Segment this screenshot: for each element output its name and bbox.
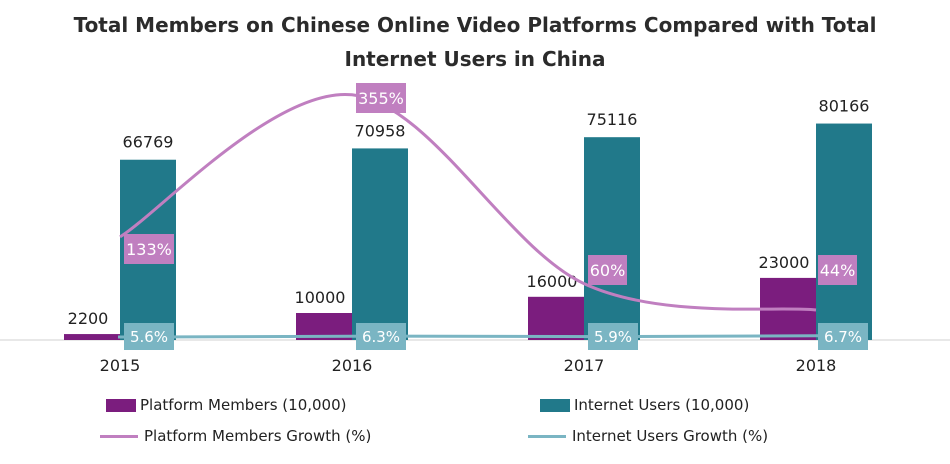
data-label-platform-members: 16000 xyxy=(527,272,578,291)
bar-internet-users xyxy=(584,137,640,340)
legend-item-internet-users: Internet Users (10,000) xyxy=(540,396,749,414)
growth-label-internet-users: 6.3% xyxy=(362,328,400,346)
data-label-platform-members: 10000 xyxy=(295,288,346,307)
growth-label-box-internet-users xyxy=(818,323,868,350)
legend-label-platform-growth: Platform Members Growth (%) xyxy=(144,427,372,445)
growth-label-box-internet-users xyxy=(124,323,174,350)
bar-platform-members xyxy=(528,296,584,340)
chart-title: Total Members on Chinese Online Video Pl… xyxy=(0,8,950,76)
chart-title-line-1: Total Members on Chinese Online Video Pl… xyxy=(73,13,877,37)
growth-label-internet-users: 6.7% xyxy=(824,328,862,346)
chart-title-line-2: Internet Users in China xyxy=(344,47,606,71)
legend-swatch-platform-members xyxy=(106,398,136,412)
growth-label-box-internet-users xyxy=(588,323,638,350)
x-tick-label: 2018 xyxy=(796,356,837,375)
growth-label-platform-members: 44% xyxy=(820,261,856,280)
line-platform-members-growth xyxy=(119,93,817,312)
data-label-internet-users: 75116 xyxy=(587,110,638,129)
legend-label-internet-growth: Internet Users Growth (%) xyxy=(572,427,769,445)
growth-label-box-platform-members xyxy=(356,83,406,113)
bar-internet-users xyxy=(352,148,408,340)
growth-label-box-platform-members xyxy=(588,255,627,285)
data-label-internet-users: 70958 xyxy=(355,121,406,140)
legend-swatch-platform-growth xyxy=(100,434,138,438)
growth-label-platform-members: 60% xyxy=(590,261,626,280)
legend-item-platform-growth: Platform Members Growth (%) xyxy=(100,427,371,445)
legend-swatch-internet-growth xyxy=(528,434,566,438)
legend-label-internet-users: Internet Users (10,000) xyxy=(574,396,750,414)
data-label-platform-members: 23000 xyxy=(759,253,810,272)
legend-label-platform-members: Platform Members (10,000) xyxy=(140,396,347,414)
legend-swatch-internet-users xyxy=(540,398,570,412)
data-label-internet-users: 66769 xyxy=(123,133,174,152)
bar-platform-members xyxy=(64,334,120,340)
legend-item-platform-members: Platform Members (10,000) xyxy=(106,396,347,414)
legend-item-internet-growth: Internet Users Growth (%) xyxy=(528,427,768,445)
growth-label-box-platform-members xyxy=(818,255,857,285)
growth-label-box-internet-users xyxy=(356,323,406,350)
data-label-platform-members: 2200 xyxy=(68,309,109,328)
line-internet-users-growth xyxy=(118,334,845,339)
x-tick-label: 2017 xyxy=(564,356,605,375)
growth-label-internet-users: 5.9% xyxy=(594,328,632,346)
x-tick-label: 2016 xyxy=(332,356,373,375)
growth-label-platform-members: 133% xyxy=(126,240,172,259)
growth-label-box-platform-members xyxy=(124,234,174,264)
x-tick-label: 2015 xyxy=(100,356,141,375)
bar-internet-users xyxy=(816,123,872,340)
growth-label-platform-members: 355% xyxy=(358,89,404,108)
data-label-internet-users: 80166 xyxy=(819,97,870,116)
growth-label-internet-users: 5.6% xyxy=(130,328,168,346)
